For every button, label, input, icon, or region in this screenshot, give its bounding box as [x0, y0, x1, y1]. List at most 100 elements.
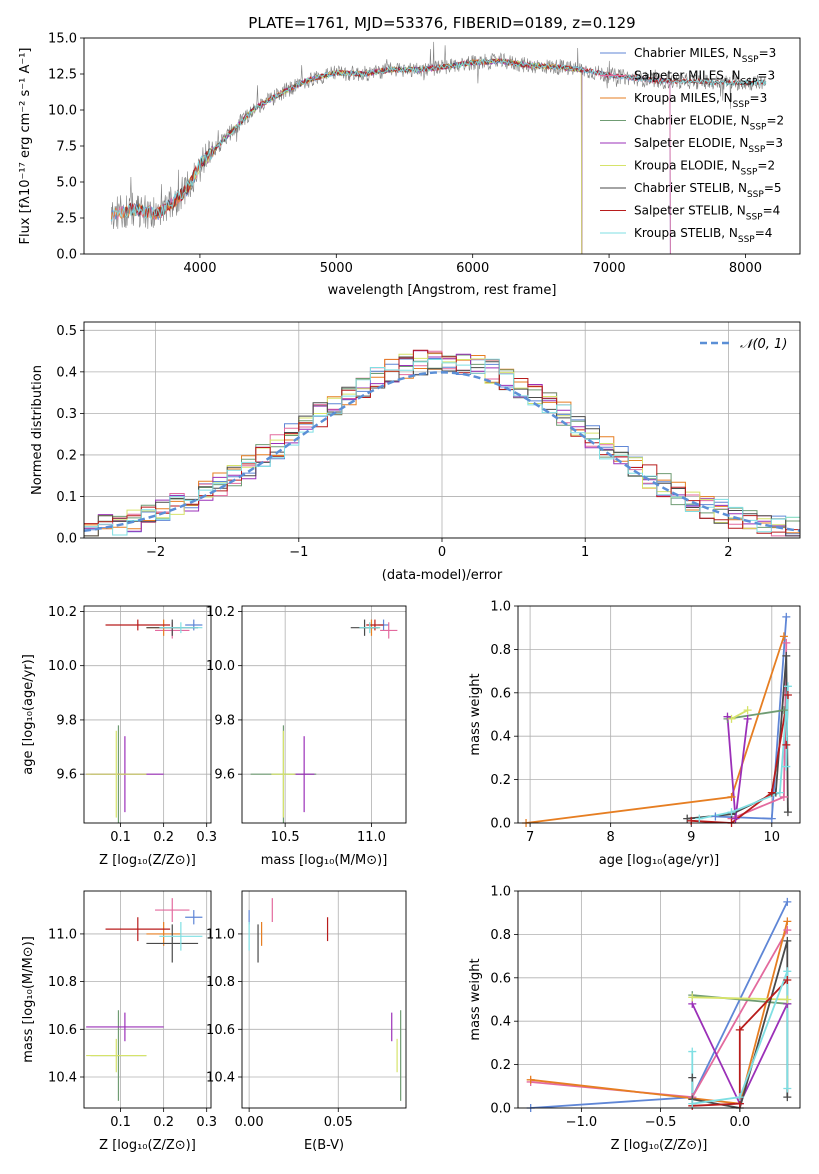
plot-area: [242, 891, 406, 1108]
weight-marker-salpeter-miles: [783, 926, 792, 935]
axes-frame: [83, 605, 212, 824]
weight-marker-kroupa-miles: [783, 917, 792, 926]
y-tick-label: 1.0: [490, 600, 511, 615]
y-tick-label: 0.0: [490, 1102, 511, 1117]
y-tick-label: 0.4: [56, 365, 77, 380]
y-tick-label: 0.0: [56, 532, 77, 547]
weight-line-salpeter-stelib: [692, 979, 788, 1107]
weight-marker-kroupa-stelib: [783, 1084, 792, 1093]
weight-marker-kroupa-stelib: [727, 808, 736, 817]
weight-marker-kroupa-stelib: [688, 1047, 697, 1056]
x-tick-label: 8000: [729, 261, 762, 276]
histogram-kroupa-stelib: [84, 358, 800, 536]
x-axis-label: Z [log₁₀(Z/Z⊙)]: [99, 1138, 196, 1153]
weight-marker-kroupa-stelib: [688, 1099, 697, 1108]
x-axis-label: (data-model)/error: [382, 568, 503, 583]
x-axis-label: Z [log₁₀(Z/Z⊙)]: [611, 1138, 708, 1153]
x-tick-label: 0.1: [110, 830, 131, 845]
y-tick-label: 10.2: [206, 605, 235, 620]
x-tick-label: 0.3: [196, 1115, 217, 1130]
plot-area: [84, 322, 800, 538]
weight-marker-chabrier-miles: [711, 812, 720, 821]
y-tick-label: 0.6: [490, 971, 511, 986]
weight-marker-kroupa-elodie: [688, 993, 697, 1002]
plot-area: [110, 41, 767, 254]
plot-area: [84, 606, 211, 823]
x-tick-label: 8: [607, 830, 615, 845]
weight-marker-kroupa-elodie: [783, 995, 792, 1004]
x-tick-label: −2: [146, 545, 165, 560]
panel-weight-vs-age: 7 8 9 10 0.0 0.2 0.4 0.6 0.8 1.0 age [log₁₀(age/yr…: [468, 600, 801, 868]
model-spectrum-kroupa-stelib: [110, 58, 767, 222]
weight-marker-salpeter-stelib: [735, 1025, 744, 1034]
panel-weight-vs-z: −1.0 −0.5 0.0 0.0 0.2 0.4 0.6 0.8 1.0 Z [log₁₀(Z/…: [468, 885, 801, 1153]
x-tick-label: 0.1: [110, 1115, 131, 1130]
weight-marker-salpeter-miles: [779, 792, 788, 801]
weight-marker-kroupa-stelib: [775, 788, 784, 797]
y-tick-label: 10.0: [48, 659, 77, 674]
y-tick-label: 0.1: [56, 490, 77, 505]
y-axis-label: mass weight: [468, 958, 483, 1040]
x-tick-label: 11.0: [357, 830, 386, 845]
weight-marker-kroupa-miles: [727, 792, 736, 801]
y-tick-label: 10.0: [48, 104, 77, 119]
axes-frame: [83, 37, 801, 255]
x-tick-label: 0.05: [324, 1115, 353, 1130]
plot-area: [84, 891, 211, 1108]
y-tick-label: 2.5: [56, 212, 77, 227]
x-tick-label: 6000: [456, 261, 489, 276]
y-tick-label: 0.2: [490, 773, 511, 788]
weight-marker-chabrier-stelib: [783, 808, 792, 817]
y-axis-label: age [log₁₀(age/yr)]: [21, 654, 36, 775]
figure-title: PLATE=1761, MJD=53376, FIBERID=0189, z=0…: [248, 14, 635, 32]
x-tick-label: 7: [526, 830, 534, 845]
weight-marker-kroupa-stelib: [782, 762, 791, 771]
legend-entry-normal: 𝒩(0, 1): [740, 337, 787, 352]
weight-marker-salpeter-stelib: [783, 975, 792, 984]
y-tick-label: 0.3: [56, 407, 77, 422]
weight-marker-salpeter-stelib: [687, 816, 696, 825]
axes-frame: [517, 605, 801, 824]
y-tick-label: 0.4: [490, 1015, 511, 1030]
weight-marker-kroupa-elodie: [743, 706, 752, 715]
plot-area: [242, 606, 406, 823]
axes-frame: [241, 605, 407, 824]
weight-marker-chabrier-stelib: [688, 1073, 697, 1082]
y-tick-label: 0.6: [490, 686, 511, 701]
weight-line-chabrier-elodie: [727, 709, 785, 720]
y-tick-label: 0.5: [56, 324, 77, 339]
histogram-kroupa-elodie: [84, 353, 800, 537]
y-axis-label: Flux [fλ10⁻¹⁷ erg cm⁻² s⁻¹ A⁻¹]: [18, 48, 33, 245]
x-tick-label: 0.2: [153, 830, 174, 845]
y-tick-label: 11.0: [206, 927, 235, 942]
weight-marker-salpeter-stelib: [783, 690, 792, 699]
x-tick-label: 4000: [183, 261, 216, 276]
x-tick-label: 10: [764, 830, 781, 845]
panel-age-vs-mass: 10.5 11.0 9.6 9.8 10.0 10.2 mass [log₁₀(M/M⊙)]: [206, 605, 407, 868]
y-tick-label: 10.8: [48, 975, 77, 990]
x-tick-label: 2: [724, 545, 732, 560]
panel-residuals: −2 −1 0 1 2 0.0 0.1 0.2 0.3 0.4 0.5 𝒩(0, 1) (data-mo…: [30, 321, 801, 583]
y-tick-label: 10.0: [206, 659, 235, 674]
weight-marker-chabrier-miles: [783, 897, 792, 906]
x-tick-label: 10.5: [271, 830, 300, 845]
y-tick-label: 12.5: [48, 68, 77, 83]
y-tick-label: 9.6: [214, 768, 235, 783]
weight-marker-chabrier-stelib: [783, 1093, 792, 1102]
y-tick-label: 9.8: [214, 713, 235, 728]
x-tick-label: 0.00: [235, 1115, 264, 1130]
axes-frame: [83, 890, 212, 1109]
x-tick-label: 1: [581, 545, 589, 560]
x-tick-label: 0.2: [153, 1115, 174, 1130]
weight-marker-salpeter-stelib: [767, 788, 776, 797]
x-axis-label: wavelength [Angstrom, rest frame]: [328, 283, 557, 298]
weight-marker-kroupa-stelib: [783, 682, 792, 691]
weight-marker-chabrier-miles: [767, 814, 776, 823]
weight-marker-kroupa-miles: [779, 632, 788, 641]
x-axis-label: Z [log₁₀(Z/Z⊙)]: [99, 853, 196, 868]
y-tick-label: 0.0: [56, 248, 77, 263]
x-tick-label: 0.3: [196, 830, 217, 845]
weight-marker-kroupa-stelib: [695, 814, 704, 823]
panel-mass-vs-ebv: 0.00 0.05 10.4 10.6 10.8 11.0 E(B-V): [206, 890, 407, 1153]
